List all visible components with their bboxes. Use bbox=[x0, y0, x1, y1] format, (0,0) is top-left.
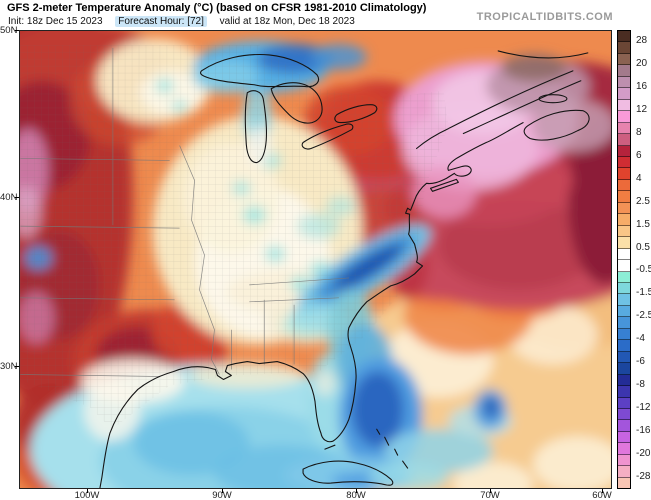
colorbar-segment bbox=[618, 88, 630, 100]
lon-label: 100W bbox=[74, 490, 100, 500]
colorbar-segment bbox=[618, 340, 630, 352]
lon-tick bbox=[87, 489, 88, 493]
colorbar-segment bbox=[618, 374, 630, 387]
colorbar-segment bbox=[618, 225, 630, 238]
lat-label: 50N bbox=[0, 25, 18, 36]
colorbar-segment bbox=[618, 294, 630, 306]
colorbar-tick-label: 4 bbox=[636, 172, 642, 184]
colorbar-segment bbox=[618, 65, 630, 77]
run-info-line: Init: 18z Dec 15 2023 Forecast Hour: [72… bbox=[8, 16, 365, 27]
colorbar-segment bbox=[618, 477, 630, 489]
coastlines bbox=[99, 50, 590, 488]
colorbar-tick-label: -0.5 bbox=[636, 264, 651, 276]
colorbar-segment bbox=[618, 168, 630, 180]
colorbar: 28 20 16 12 8 6 4 2.5 1.5 0.5 -0.5 -1.5 -2.5 -4 -6 -8 -1… bbox=[617, 30, 651, 489]
colorbar-tick-label: -28 bbox=[636, 471, 651, 483]
lon-tick bbox=[356, 489, 357, 493]
lon-label: 90W bbox=[212, 490, 232, 500]
colorbar-segment bbox=[618, 466, 630, 478]
colorbar-segment bbox=[618, 76, 630, 89]
colorbar-segment bbox=[618, 271, 630, 283]
lon-label: 80W bbox=[346, 490, 366, 500]
colorbar-segment bbox=[618, 443, 630, 455]
colorbar-segment bbox=[618, 351, 630, 364]
colorbar-tick-label: 1.5 bbox=[636, 218, 650, 230]
colorbar-segment bbox=[618, 397, 630, 409]
colorbar-segment bbox=[618, 305, 630, 318]
colorbar-segment bbox=[618, 282, 630, 295]
colorbar-segment bbox=[618, 122, 630, 135]
colorbar-tick-label: -1.5 bbox=[636, 287, 651, 299]
colorbar-tick-label: 2.5 bbox=[636, 195, 650, 207]
colorbar-tick-label: 28 bbox=[636, 34, 648, 46]
tropicaltidbits-watermark: TROPICALTIDBITS.COM bbox=[476, 11, 613, 23]
colorbar-segment bbox=[618, 191, 630, 203]
anomaly-map bbox=[19, 30, 612, 489]
colorbar-segment bbox=[618, 145, 630, 157]
lon-tick bbox=[222, 489, 223, 493]
valid-time: valid at 18z Mon, Dec 18 2023 bbox=[219, 16, 355, 27]
lat-tick bbox=[15, 30, 19, 31]
lat-tick bbox=[15, 197, 19, 198]
colorbar-segment bbox=[618, 31, 630, 43]
lon-tick bbox=[602, 489, 603, 493]
colorbar-tick-label: 20 bbox=[636, 57, 648, 69]
lon-label: 70W bbox=[480, 490, 500, 500]
map-title: GFS 2-meter Temperature Anomaly (°C) (ba… bbox=[7, 2, 427, 14]
colorbar-segments bbox=[617, 30, 631, 489]
colorbar-segment bbox=[618, 260, 630, 272]
state-borders bbox=[20, 47, 349, 377]
colorbar-segment bbox=[618, 328, 630, 341]
colorbar-tick-label: -20 bbox=[636, 448, 651, 460]
colorbar-segment bbox=[618, 214, 630, 226]
colorbar-tick-label: 8 bbox=[636, 126, 642, 138]
colorbar-segment bbox=[618, 363, 630, 375]
lon-tick bbox=[490, 489, 491, 493]
colorbar-tick-label: -16 bbox=[636, 425, 651, 437]
colorbar-tick-label: -6 bbox=[636, 356, 645, 368]
colorbar-tick-label: -4 bbox=[636, 333, 645, 345]
lat-tick bbox=[15, 366, 19, 367]
colorbar-tick-label: -12 bbox=[636, 402, 651, 414]
colorbar-segment bbox=[618, 111, 630, 123]
init-time: Init: 18z Dec 15 2023 bbox=[8, 16, 103, 27]
colorbar-segment bbox=[618, 53, 630, 66]
colorbar-segment bbox=[618, 156, 630, 169]
colorbar-tick-label: 12 bbox=[636, 103, 648, 115]
lon-label: 60W bbox=[592, 490, 612, 500]
colorbar-segment bbox=[618, 408, 630, 421]
colorbar-segment bbox=[618, 317, 630, 329]
colorbar-segment bbox=[618, 179, 630, 192]
lat-label: 30N bbox=[0, 361, 18, 372]
colorbar-tick-label: 16 bbox=[636, 80, 648, 92]
colorbar-segment bbox=[618, 202, 630, 215]
lat-label: 40N bbox=[0, 192, 18, 203]
colorbar-segment bbox=[618, 42, 630, 54]
anomaly-field-svg bbox=[20, 31, 611, 488]
colorbar-segment bbox=[618, 386, 630, 398]
colorbar-tick-label: 0.5 bbox=[636, 241, 650, 253]
colorbar-tick-label: -2.5 bbox=[636, 310, 651, 322]
county-grid-texture bbox=[20, 44, 449, 430]
forecast-hour-badge: Forecast Hour: [72] bbox=[115, 16, 207, 27]
colorbar-segment bbox=[618, 99, 630, 112]
colorbar-segment bbox=[618, 454, 630, 467]
colorbar-segment bbox=[618, 248, 630, 261]
colorbar-segment bbox=[618, 431, 630, 444]
colorbar-segment bbox=[618, 420, 630, 432]
colorbar-tick-label: 6 bbox=[636, 149, 642, 161]
colorbar-segment bbox=[618, 134, 630, 146]
colorbar-tick-label: -8 bbox=[636, 379, 645, 391]
colorbar-segment bbox=[618, 237, 630, 249]
